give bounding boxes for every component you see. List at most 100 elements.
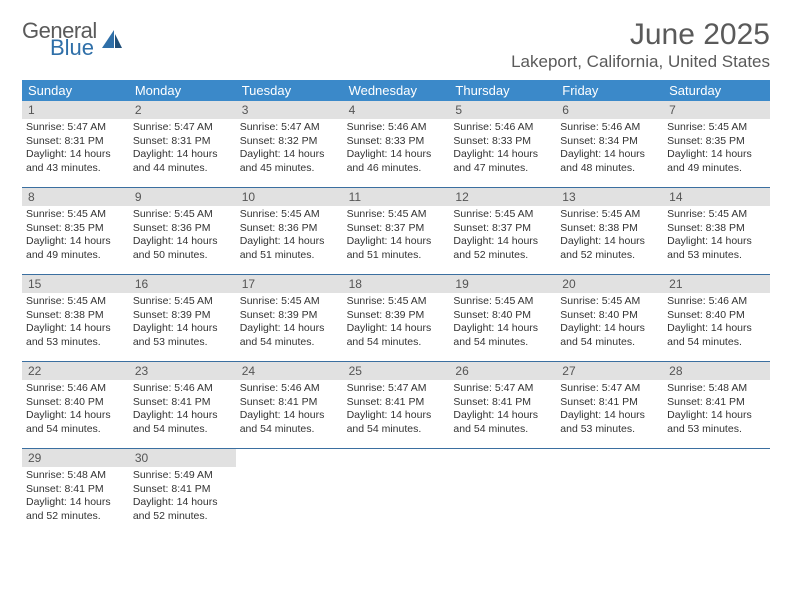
daylight-text: Daylight: 14 hours and 53 minutes.: [560, 409, 659, 436]
sunrise-text: Sunrise: 5:45 AM: [347, 295, 446, 309]
day-info: Sunrise: 5:45 AMSunset: 8:36 PMDaylight:…: [236, 206, 343, 267]
sunrise-text: Sunrise: 5:45 AM: [133, 295, 232, 309]
day-cell: 18Sunrise: 5:45 AMSunset: 8:39 PMDayligh…: [343, 275, 450, 361]
empty-cell: [663, 449, 770, 535]
day-number: 16: [129, 275, 236, 293]
daylight-text: Daylight: 14 hours and 51 minutes.: [240, 235, 339, 262]
sunset-text: Sunset: 8:36 PM: [133, 222, 232, 236]
day-cell: 6Sunrise: 5:46 AMSunset: 8:34 PMDaylight…: [556, 101, 663, 187]
sunset-text: Sunset: 8:39 PM: [347, 309, 446, 323]
sunset-text: Sunset: 8:35 PM: [667, 135, 766, 149]
sunrise-text: Sunrise: 5:47 AM: [347, 382, 446, 396]
sunset-text: Sunset: 8:40 PM: [560, 309, 659, 323]
empty-cell: [236, 449, 343, 535]
daylight-text: Daylight: 14 hours and 54 minutes.: [347, 409, 446, 436]
logo: General Blue: [22, 22, 126, 57]
sail-icon: [100, 28, 126, 57]
day-number: 11: [343, 188, 450, 206]
day-cell: 22Sunrise: 5:46 AMSunset: 8:40 PMDayligh…: [22, 362, 129, 448]
daylight-text: Daylight: 14 hours and 54 minutes.: [667, 322, 766, 349]
day-info: Sunrise: 5:45 AMSunset: 8:38 PMDaylight:…: [22, 293, 129, 354]
day-cell: 21Sunrise: 5:46 AMSunset: 8:40 PMDayligh…: [663, 275, 770, 361]
day-info: Sunrise: 5:45 AMSunset: 8:40 PMDaylight:…: [449, 293, 556, 354]
page: General Blue June 2025 Lakeport, Califor…: [0, 0, 792, 612]
day-info: Sunrise: 5:47 AMSunset: 8:32 PMDaylight:…: [236, 119, 343, 180]
daylight-text: Daylight: 14 hours and 53 minutes.: [26, 322, 125, 349]
day-cell: 28Sunrise: 5:48 AMSunset: 8:41 PMDayligh…: [663, 362, 770, 448]
sunrise-text: Sunrise: 5:47 AM: [560, 382, 659, 396]
day-number: 28: [663, 362, 770, 380]
weeks-container: 1Sunrise: 5:47 AMSunset: 8:31 PMDaylight…: [22, 101, 770, 535]
day-info: Sunrise: 5:45 AMSunset: 8:36 PMDaylight:…: [129, 206, 236, 267]
day-info: Sunrise: 5:46 AMSunset: 8:40 PMDaylight:…: [22, 380, 129, 441]
day-info: Sunrise: 5:45 AMSunset: 8:39 PMDaylight:…: [129, 293, 236, 354]
sunset-text: Sunset: 8:40 PM: [667, 309, 766, 323]
day-number: 27: [556, 362, 663, 380]
day-info: Sunrise: 5:48 AMSunset: 8:41 PMDaylight:…: [663, 380, 770, 441]
sunset-text: Sunset: 8:36 PM: [240, 222, 339, 236]
sunset-text: Sunset: 8:41 PM: [453, 396, 552, 410]
sunrise-text: Sunrise: 5:45 AM: [560, 295, 659, 309]
sunset-text: Sunset: 8:41 PM: [560, 396, 659, 410]
sunset-text: Sunset: 8:34 PM: [560, 135, 659, 149]
day-cell: 15Sunrise: 5:45 AMSunset: 8:38 PMDayligh…: [22, 275, 129, 361]
week-row: 29Sunrise: 5:48 AMSunset: 8:41 PMDayligh…: [22, 449, 770, 535]
sunset-text: Sunset: 8:38 PM: [560, 222, 659, 236]
day-number: 2: [129, 101, 236, 119]
day-number: 24: [236, 362, 343, 380]
daylight-text: Daylight: 14 hours and 54 minutes.: [240, 409, 339, 436]
day-number: 26: [449, 362, 556, 380]
sunset-text: Sunset: 8:41 PM: [133, 396, 232, 410]
day-cell: 3Sunrise: 5:47 AMSunset: 8:32 PMDaylight…: [236, 101, 343, 187]
sunset-text: Sunset: 8:41 PM: [667, 396, 766, 410]
day-number: 25: [343, 362, 450, 380]
day-cell: 14Sunrise: 5:45 AMSunset: 8:38 PMDayligh…: [663, 188, 770, 274]
day-info: Sunrise: 5:46 AMSunset: 8:34 PMDaylight:…: [556, 119, 663, 180]
day-number: 10: [236, 188, 343, 206]
sunrise-text: Sunrise: 5:47 AM: [453, 382, 552, 396]
day-number: 22: [22, 362, 129, 380]
weekday-label: Monday: [129, 80, 236, 101]
weekday-label: Tuesday: [236, 80, 343, 101]
weekday-label: Sunday: [22, 80, 129, 101]
day-info: Sunrise: 5:48 AMSunset: 8:41 PMDaylight:…: [22, 467, 129, 528]
header: General Blue June 2025 Lakeport, Califor…: [22, 18, 770, 72]
weekday-label: Thursday: [449, 80, 556, 101]
logo-blue: Blue: [50, 39, 97, 58]
sunrise-text: Sunrise: 5:45 AM: [26, 295, 125, 309]
week-row: 15Sunrise: 5:45 AMSunset: 8:38 PMDayligh…: [22, 275, 770, 362]
month-title: June 2025: [511, 18, 770, 52]
empty-cell: [343, 449, 450, 535]
weekday-label: Saturday: [663, 80, 770, 101]
sunrise-text: Sunrise: 5:49 AM: [133, 469, 232, 483]
week-row: 22Sunrise: 5:46 AMSunset: 8:40 PMDayligh…: [22, 362, 770, 449]
daylight-text: Daylight: 14 hours and 54 minutes.: [240, 322, 339, 349]
day-number: 30: [129, 449, 236, 467]
weekday-label: Friday: [556, 80, 663, 101]
sunset-text: Sunset: 8:39 PM: [240, 309, 339, 323]
day-number: 12: [449, 188, 556, 206]
daylight-text: Daylight: 14 hours and 52 minutes.: [453, 235, 552, 262]
day-number: 8: [22, 188, 129, 206]
day-cell: 25Sunrise: 5:47 AMSunset: 8:41 PMDayligh…: [343, 362, 450, 448]
sunrise-text: Sunrise: 5:46 AM: [560, 121, 659, 135]
day-info: Sunrise: 5:46 AMSunset: 8:41 PMDaylight:…: [129, 380, 236, 441]
day-number: 20: [556, 275, 663, 293]
day-info: Sunrise: 5:46 AMSunset: 8:33 PMDaylight:…: [449, 119, 556, 180]
day-info: Sunrise: 5:45 AMSunset: 8:37 PMDaylight:…: [449, 206, 556, 267]
sunrise-text: Sunrise: 5:45 AM: [560, 208, 659, 222]
daylight-text: Daylight: 14 hours and 50 minutes.: [133, 235, 232, 262]
day-number: 7: [663, 101, 770, 119]
day-info: Sunrise: 5:45 AMSunset: 8:40 PMDaylight:…: [556, 293, 663, 354]
day-info: Sunrise: 5:49 AMSunset: 8:41 PMDaylight:…: [129, 467, 236, 528]
sunrise-text: Sunrise: 5:45 AM: [667, 121, 766, 135]
daylight-text: Daylight: 14 hours and 49 minutes.: [667, 148, 766, 175]
day-number: 5: [449, 101, 556, 119]
sunset-text: Sunset: 8:38 PM: [26, 309, 125, 323]
daylight-text: Daylight: 14 hours and 48 minutes.: [560, 148, 659, 175]
day-cell: 19Sunrise: 5:45 AMSunset: 8:40 PMDayligh…: [449, 275, 556, 361]
sunrise-text: Sunrise: 5:45 AM: [453, 295, 552, 309]
daylight-text: Daylight: 14 hours and 54 minutes.: [26, 409, 125, 436]
day-cell: 23Sunrise: 5:46 AMSunset: 8:41 PMDayligh…: [129, 362, 236, 448]
day-info: Sunrise: 5:45 AMSunset: 8:37 PMDaylight:…: [343, 206, 450, 267]
